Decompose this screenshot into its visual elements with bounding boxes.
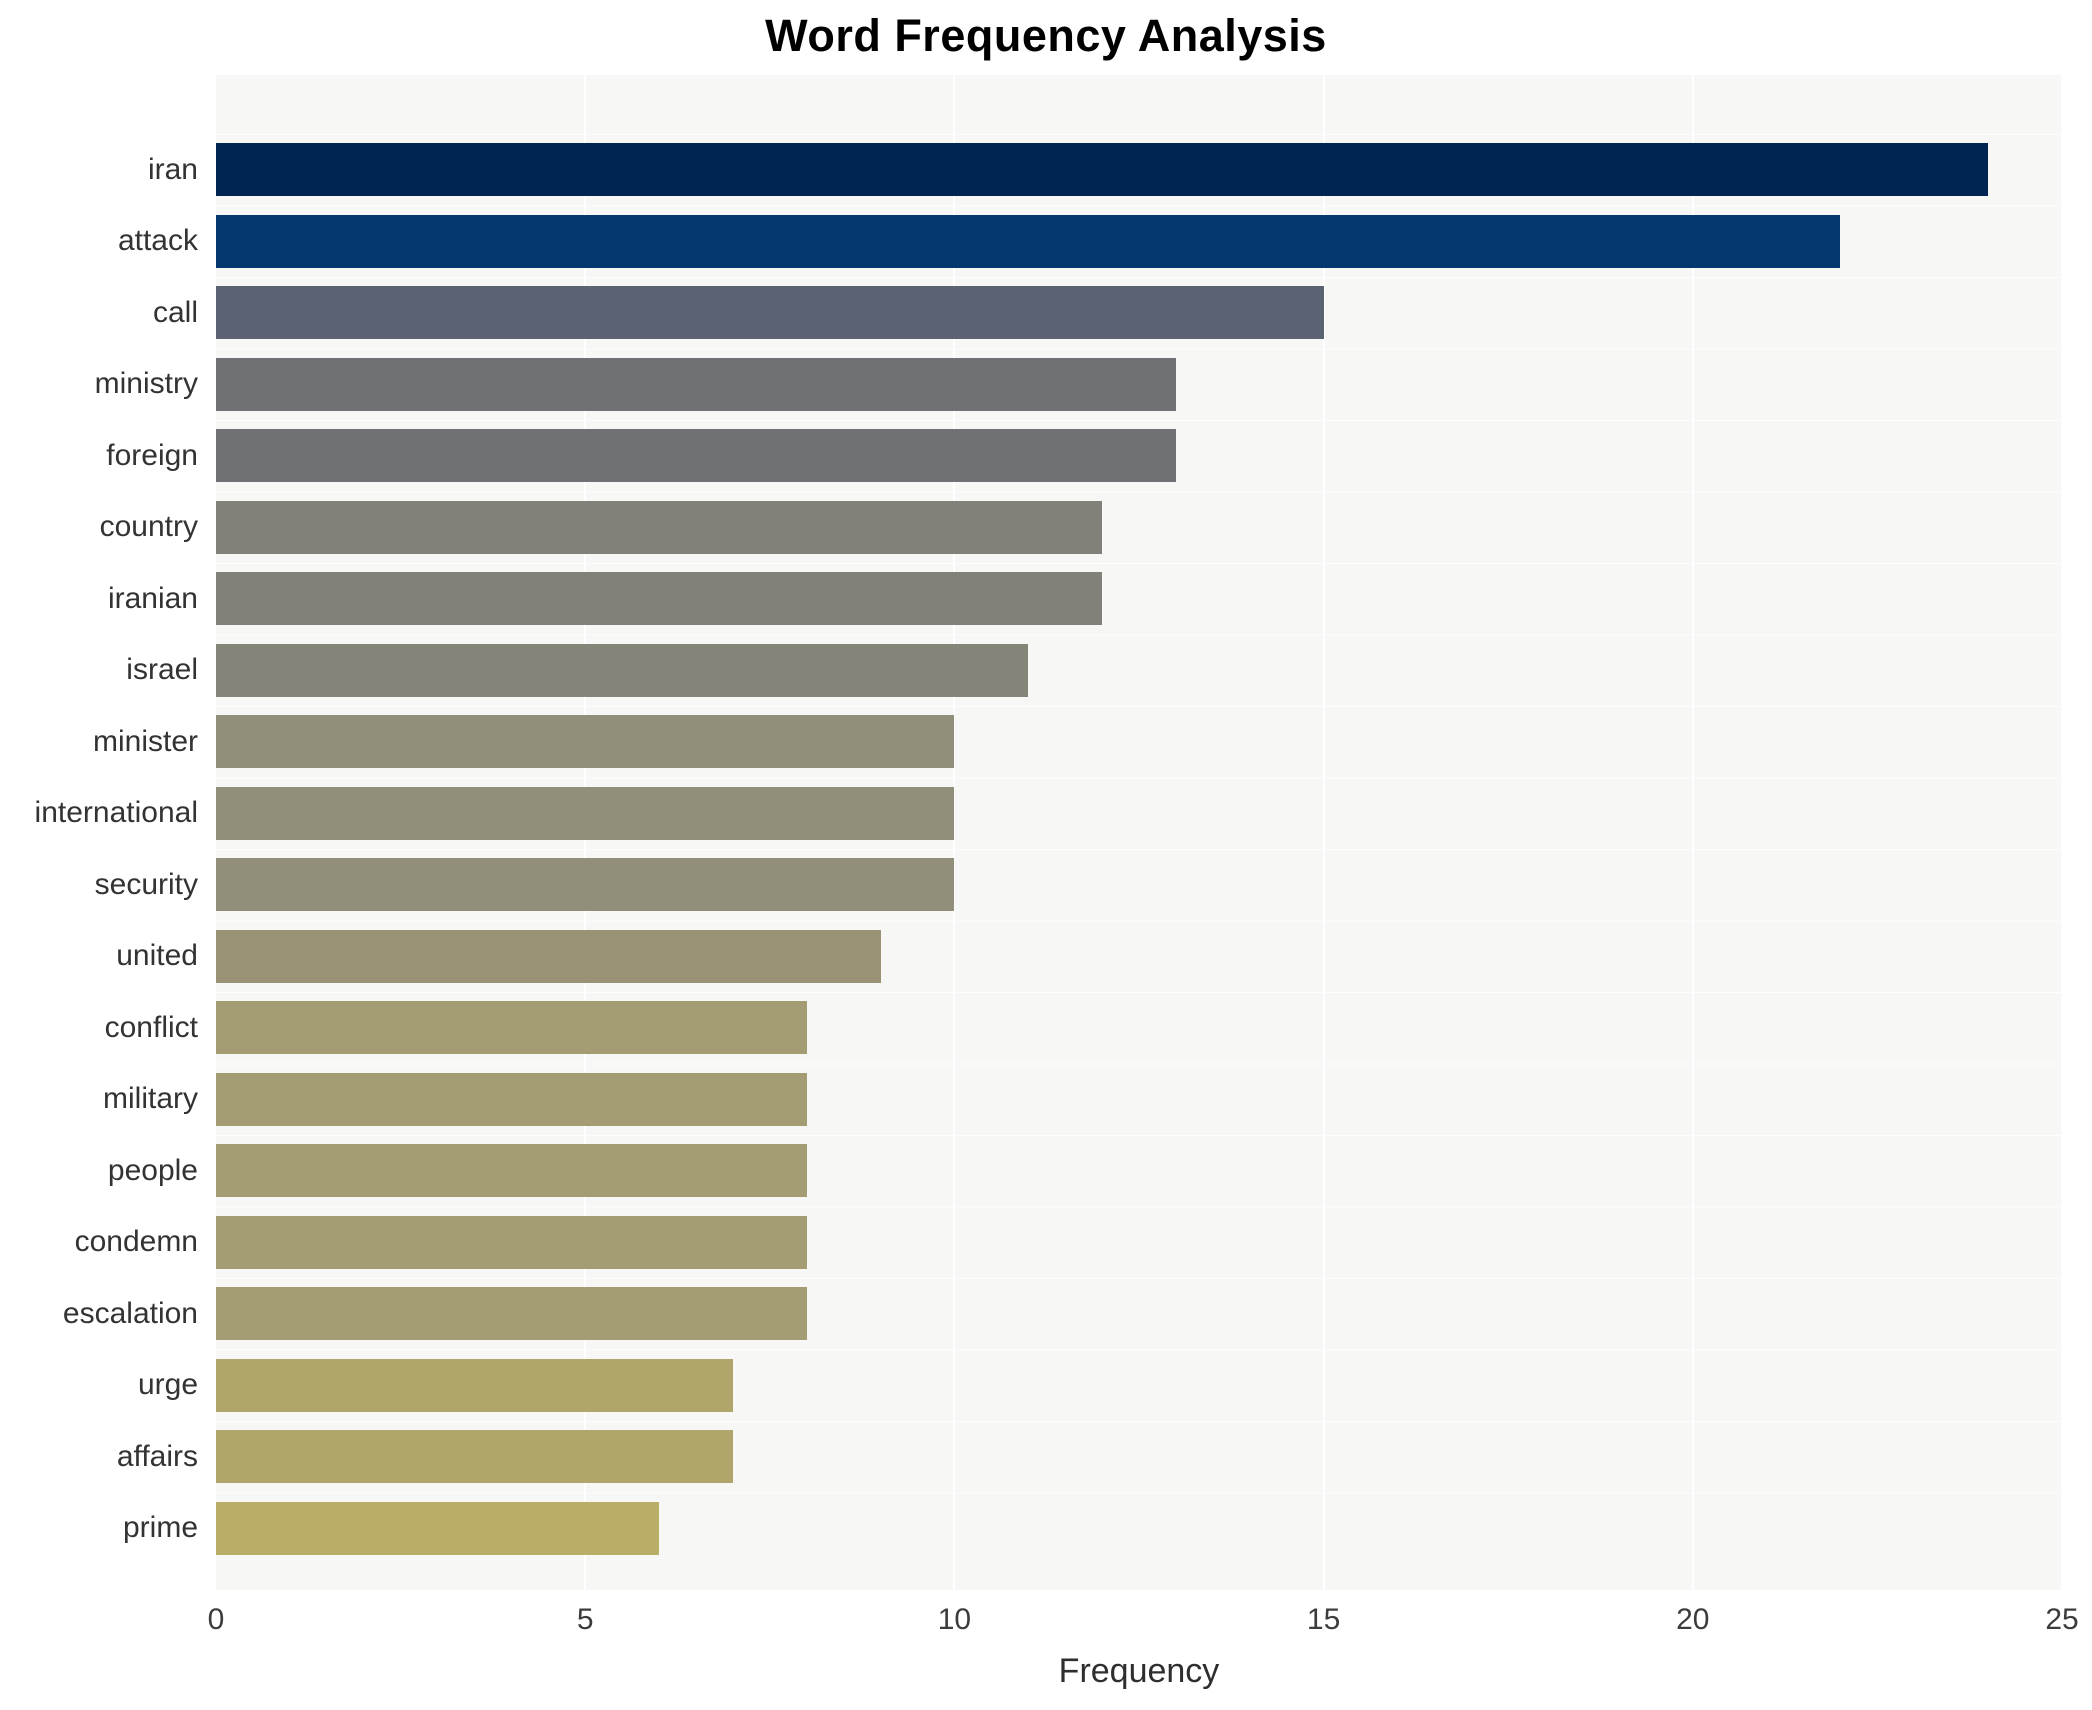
category-label: conflict bbox=[104, 1010, 198, 1044]
bar-row: security bbox=[95, 849, 2062, 921]
frequency-bar bbox=[216, 1144, 807, 1198]
frequency-bar bbox=[216, 1001, 807, 1055]
bar-rows-container: iran attack call ministry foreign country iran… bbox=[35, 134, 2062, 1565]
frequency-bar bbox=[216, 643, 1029, 697]
bar-row: iran bbox=[148, 134, 2062, 206]
bar-row: israel bbox=[126, 635, 2062, 707]
category-label: iranian bbox=[107, 581, 198, 615]
frequency-bar bbox=[216, 357, 1176, 411]
gridline-x-25 bbox=[2061, 75, 2063, 1590]
bar-row: prime bbox=[123, 1493, 2062, 1565]
x-tick-label: 10 bbox=[937, 1603, 972, 1636]
bar-row: ministry bbox=[95, 349, 2062, 421]
bar-row: country bbox=[100, 492, 2062, 564]
category-label: security bbox=[94, 867, 198, 901]
category-label: escalation bbox=[62, 1296, 198, 1330]
category-label: condemn bbox=[74, 1225, 198, 1259]
chart-title: Word Frequency Analysis bbox=[765, 10, 1327, 61]
frequency-bar bbox=[216, 715, 955, 769]
bar-row: foreign bbox=[106, 420, 2062, 492]
frequency-bar bbox=[216, 786, 955, 840]
x-tick-label: 15 bbox=[1306, 1603, 1341, 1636]
frequency-bar bbox=[216, 1501, 660, 1555]
frequency-bar bbox=[216, 1072, 807, 1126]
x-tick-label: 25 bbox=[2045, 1603, 2079, 1636]
category-label: prime bbox=[122, 1511, 198, 1545]
category-label: country bbox=[99, 510, 198, 544]
category-label: ministry bbox=[94, 367, 198, 401]
bar-row: conflict bbox=[105, 992, 2062, 1064]
bar-row: people bbox=[108, 1135, 2062, 1207]
frequency-bar bbox=[216, 1430, 733, 1484]
category-label: iran bbox=[147, 152, 198, 186]
bar-row: call bbox=[153, 277, 2062, 349]
bar-row: condemn bbox=[75, 1207, 2062, 1279]
bar-row: attack bbox=[118, 206, 2062, 278]
bar-row: iranian bbox=[108, 563, 2062, 635]
bar-row: urge bbox=[138, 1350, 2062, 1422]
frequency-bar bbox=[216, 143, 1989, 197]
bar-row: united bbox=[116, 921, 2062, 993]
x-axis-title: Frequency bbox=[1058, 1652, 1220, 1690]
category-label: affairs bbox=[116, 1439, 198, 1473]
bar-row: international bbox=[35, 778, 2062, 850]
category-label: people bbox=[107, 1153, 198, 1187]
category-label: minister bbox=[92, 724, 198, 758]
x-tick-label: 20 bbox=[1676, 1603, 1710, 1636]
category-label: military bbox=[103, 1082, 198, 1116]
frequency-bar bbox=[216, 929, 881, 983]
category-label: israel bbox=[126, 653, 198, 687]
frequency-bar bbox=[216, 1215, 807, 1269]
x-tick-label: 5 bbox=[576, 1603, 594, 1636]
category-label: foreign bbox=[106, 438, 198, 472]
category-label: urge bbox=[137, 1368, 198, 1402]
frequency-bar bbox=[216, 500, 1103, 554]
frequency-bar bbox=[216, 429, 1176, 483]
bar-row: affairs bbox=[117, 1421, 2062, 1493]
frequency-bar bbox=[216, 1287, 807, 1341]
frequency-bar bbox=[216, 858, 955, 912]
category-label: call bbox=[152, 295, 198, 329]
category-label: international bbox=[34, 796, 198, 830]
bar-row: escalation bbox=[63, 1278, 2062, 1350]
frequency-bar bbox=[216, 1358, 733, 1412]
bar-row: military bbox=[103, 1064, 2062, 1136]
x-tick-label: 0 bbox=[207, 1603, 225, 1636]
bar-row: minister bbox=[93, 706, 2062, 778]
category-label: attack bbox=[117, 224, 198, 258]
frequency-bar bbox=[216, 214, 1841, 268]
frequency-bar bbox=[216, 572, 1103, 626]
frequency-bar bbox=[216, 286, 1324, 340]
category-label: united bbox=[116, 939, 198, 973]
